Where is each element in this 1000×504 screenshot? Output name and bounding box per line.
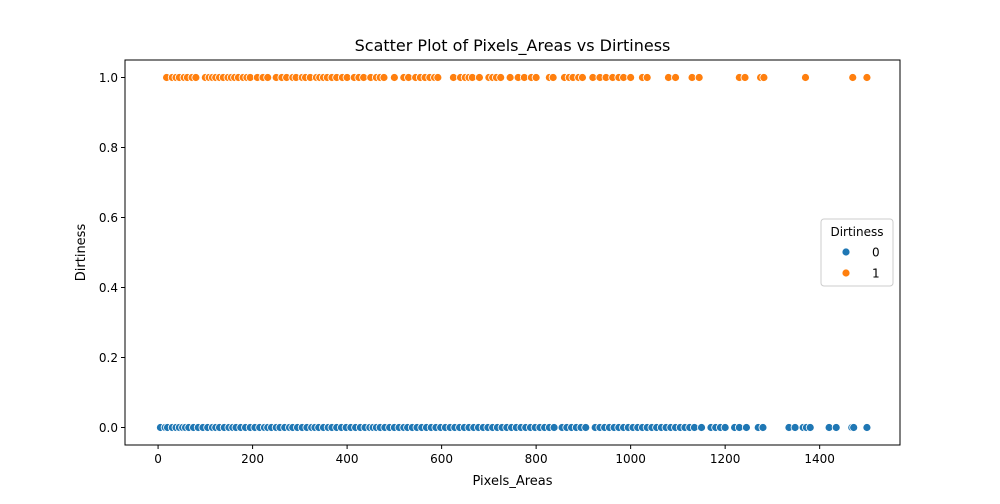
data-point-1-86 — [642, 73, 652, 82]
data-point-1-94 — [759, 73, 769, 82]
data-point-1-92 — [740, 73, 750, 82]
data-point-0-89 — [549, 423, 559, 432]
x-tick-label-0: 0 — [154, 452, 162, 466]
data-point-0-95 — [581, 423, 591, 432]
legend-marker-1 — [841, 268, 851, 278]
x-axis-label: Pixels_Areas — [472, 474, 552, 489]
data-point-1-84 — [626, 73, 636, 82]
data-point-1-65 — [496, 73, 506, 82]
data-point-1-77 — [578, 73, 587, 82]
data-point-1-95 — [801, 73, 810, 82]
legend-label-1: 1 — [872, 267, 880, 281]
chart-title: Scatter Plot of Pixels_Areas vs Dirtines… — [355, 36, 671, 56]
data-point-1-47 — [389, 73, 399, 82]
x-tick-label-6: 1200 — [710, 452, 741, 466]
x-tick-label-2: 400 — [336, 452, 359, 466]
y-tick-label-0: 0.0 — [99, 421, 118, 435]
points-layer — [156, 73, 872, 432]
y-axis-ticks: 0.0 0.2 0.4 0.6 0.8 1.0 — [99, 71, 125, 435]
x-axis-ticks: 0 200 400 600 800 1000 1200 1400 — [154, 445, 835, 466]
data-point-1-70 — [531, 73, 541, 82]
y-tick-label-2: 0.4 — [99, 281, 118, 295]
legend-label-0: 0 — [872, 246, 880, 260]
data-point-1-23 — [263, 73, 273, 82]
data-point-0-132 — [805, 423, 815, 432]
data-point-1-61 — [475, 73, 484, 82]
plot-frame — [124, 59, 901, 446]
data-point-0-129 — [790, 423, 800, 432]
x-tick-label-1: 200 — [241, 452, 264, 466]
data-point-1-90 — [694, 73, 704, 82]
x-tick-label-4: 800 — [525, 452, 548, 466]
y-tick-label-4: 0.8 — [99, 141, 118, 155]
data-point-0-136 — [849, 423, 859, 432]
legend-box — [820, 218, 894, 287]
data-point-1-96 — [848, 73, 858, 82]
data-point-0-122 — [720, 423, 730, 432]
y-axis-label: Dirtiness — [74, 224, 89, 282]
data-point-1-88 — [671, 73, 680, 82]
legend-marker-0 — [841, 247, 851, 257]
legend: Dirtiness 0 1 — [820, 218, 894, 287]
x-tick-label-7: 1400 — [804, 452, 835, 466]
data-point-1-7 — [191, 73, 201, 82]
y-tick-label-3: 0.6 — [99, 211, 118, 225]
x-tick-label-5: 1000 — [615, 452, 646, 466]
data-point-0-134 — [831, 423, 841, 432]
y-tick-label-5: 1.0 — [99, 71, 118, 85]
data-point-1-72 — [548, 73, 558, 82]
legend-title: Dirtiness — [830, 225, 883, 239]
x-tick-label-3: 600 — [430, 452, 453, 466]
y-tick-label-1: 0.2 — [99, 351, 118, 365]
data-point-0-118 — [697, 423, 706, 432]
data-point-1-55 — [433, 73, 443, 82]
data-point-0-137 — [862, 423, 872, 432]
data-point-1-46 — [379, 73, 389, 82]
data-point-0-127 — [758, 423, 768, 432]
data-point-1-97 — [862, 73, 872, 82]
data-point-0-125 — [742, 423, 751, 432]
data-point-1-66 — [505, 73, 515, 82]
